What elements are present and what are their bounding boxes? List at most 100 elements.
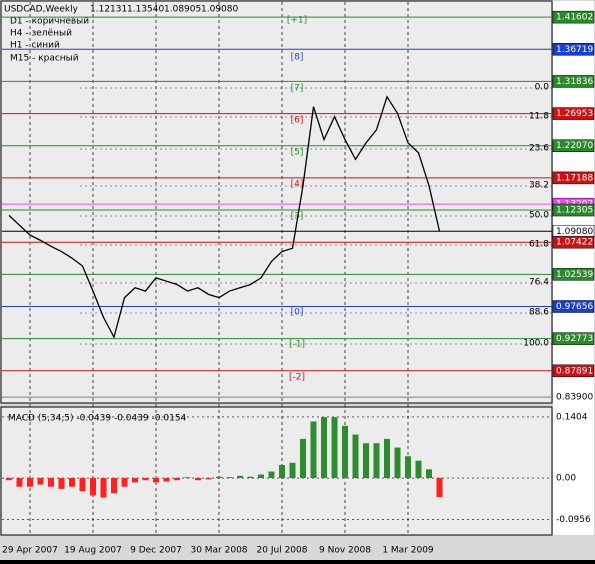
level-tag bbox=[552, 235, 595, 249]
y-tick-label: 1.17188 bbox=[556, 173, 593, 183]
murrey-label: [7] bbox=[291, 84, 304, 94]
macd-bar bbox=[363, 443, 369, 479]
fib-label: 38.2 bbox=[529, 181, 549, 191]
fib-label: 61.8 bbox=[529, 240, 549, 250]
fib-label: 50.0 bbox=[529, 211, 549, 221]
murrey-label: [6] bbox=[291, 116, 304, 126]
fib-label: 76.4 bbox=[529, 278, 549, 288]
y-tick-label: 0.00 bbox=[556, 474, 576, 484]
x-tick-label: 1 Mar 2009 bbox=[382, 546, 434, 556]
y-tick-label: 0.87891 bbox=[556, 366, 593, 376]
y-tick-label: -0.0956 bbox=[556, 515, 591, 525]
y-tick-label: 1.41602 bbox=[556, 13, 593, 23]
level-tag bbox=[552, 268, 595, 281]
murrey-label: [3] bbox=[291, 212, 304, 222]
macd-bar bbox=[195, 478, 201, 481]
ohlc: 1.13540 bbox=[127, 5, 164, 15]
y-tick-label: 0.1404 bbox=[556, 412, 588, 422]
macd-bar bbox=[16, 478, 23, 487]
y-tick-label: 1.02539 bbox=[556, 270, 593, 280]
macd-bar bbox=[37, 478, 44, 485]
level-tag bbox=[552, 300, 595, 313]
symbol: USDCAD,Weekly bbox=[4, 5, 79, 15]
level-tag bbox=[552, 203, 595, 217]
macd-bar bbox=[111, 478, 117, 494]
macd-bar bbox=[289, 462, 296, 479]
x-tick-label: 20 Jul 2008 bbox=[257, 546, 308, 556]
murrey-label: [5] bbox=[291, 148, 304, 158]
macd-bar bbox=[331, 417, 338, 479]
level-tag bbox=[552, 364, 595, 378]
ohlc: 1.09080 bbox=[201, 5, 238, 15]
macd-bar bbox=[415, 460, 422, 479]
macd-bar bbox=[226, 477, 233, 479]
y-tick-label: 0.83900 bbox=[556, 393, 593, 403]
macd-bar bbox=[184, 477, 191, 479]
fib-label: 100.0 bbox=[523, 339, 549, 349]
macd-bar bbox=[384, 438, 390, 479]
murrey-label: [0] bbox=[291, 308, 304, 318]
price-panel bbox=[0, 0, 553, 404]
y-tick-label: 1.31836 bbox=[556, 77, 593, 87]
macd-panel bbox=[0, 406, 553, 536]
x-tick-label: 9 Dec 2007 bbox=[130, 546, 182, 556]
legend-entry: M15 - красный bbox=[10, 54, 79, 64]
macd-bar bbox=[58, 478, 65, 489]
legend-entry: D1 - коричневый bbox=[10, 17, 89, 27]
price-line bbox=[8, 95, 441, 339]
level-tag bbox=[552, 171, 595, 185]
macd-bar bbox=[258, 474, 264, 479]
murrey-label: [-2] bbox=[289, 373, 305, 383]
macd-bar bbox=[405, 456, 411, 479]
fib-label: 0.0 bbox=[535, 83, 550, 93]
macd-bar bbox=[69, 478, 75, 487]
macd-bar bbox=[100, 478, 107, 498]
macd-bar bbox=[321, 417, 327, 479]
macd-bar bbox=[247, 476, 254, 479]
murrey-label: [4] bbox=[291, 180, 304, 190]
macd-bar bbox=[48, 478, 54, 487]
macd-bar bbox=[352, 434, 359, 479]
level-tag bbox=[552, 107, 595, 120]
macd-bar bbox=[216, 476, 222, 479]
level-tag bbox=[552, 332, 595, 345]
x-tick-label: 30 Mar 2008 bbox=[190, 546, 247, 556]
macd-bar bbox=[205, 478, 212, 480]
murrey-label: [+1] bbox=[287, 16, 307, 26]
macd-bar bbox=[373, 443, 380, 479]
macd-bar bbox=[121, 478, 128, 487]
fib-label: 23.6 bbox=[529, 144, 549, 154]
level-tag bbox=[552, 10, 595, 24]
macd-bar bbox=[6, 478, 12, 481]
macd-bar bbox=[163, 478, 170, 482]
x-tick-label: 9 Nov 2008 bbox=[319, 546, 371, 556]
macd-bar bbox=[394, 447, 401, 479]
macd-bar bbox=[132, 478, 138, 483]
macd-bar bbox=[436, 478, 443, 498]
macd-bar bbox=[79, 478, 86, 492]
y-tick-label: 0.92773 bbox=[556, 334, 593, 344]
fib-label: 11.8 bbox=[529, 112, 549, 122]
ohlc: 1.08905 bbox=[164, 5, 201, 15]
y-tick-label: 1.07422 bbox=[556, 238, 593, 248]
macd-bar bbox=[268, 471, 275, 479]
fib-label: 88.6 bbox=[529, 308, 549, 318]
y-tick-label: 0.97656 bbox=[556, 302, 593, 312]
macd-bar bbox=[27, 478, 33, 487]
macd-bar bbox=[279, 464, 285, 479]
y-tick-label: 1.12305 bbox=[556, 206, 593, 216]
macd-bar bbox=[174, 478, 180, 481]
legend-entry: H1 - синий bbox=[10, 41, 60, 51]
legend-entry: H4 - зелёный bbox=[10, 29, 72, 39]
y-tick-label: 1.09080 bbox=[556, 227, 593, 237]
macd-bar bbox=[310, 421, 317, 479]
macd-bar bbox=[153, 478, 159, 483]
macd-bar bbox=[237, 475, 243, 479]
x-tick-label: 19 Aug 2007 bbox=[64, 546, 122, 556]
y-tick-label: 1.26953 bbox=[556, 109, 593, 119]
y-tick-label: 1.22070 bbox=[556, 141, 593, 151]
level-tag bbox=[552, 43, 595, 56]
price-axis bbox=[553, 1, 594, 535]
y-tick-label: 1.36719 bbox=[556, 45, 593, 55]
